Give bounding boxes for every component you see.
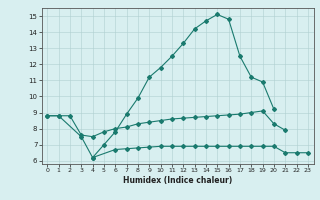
X-axis label: Humidex (Indice chaleur): Humidex (Indice chaleur) bbox=[123, 176, 232, 185]
